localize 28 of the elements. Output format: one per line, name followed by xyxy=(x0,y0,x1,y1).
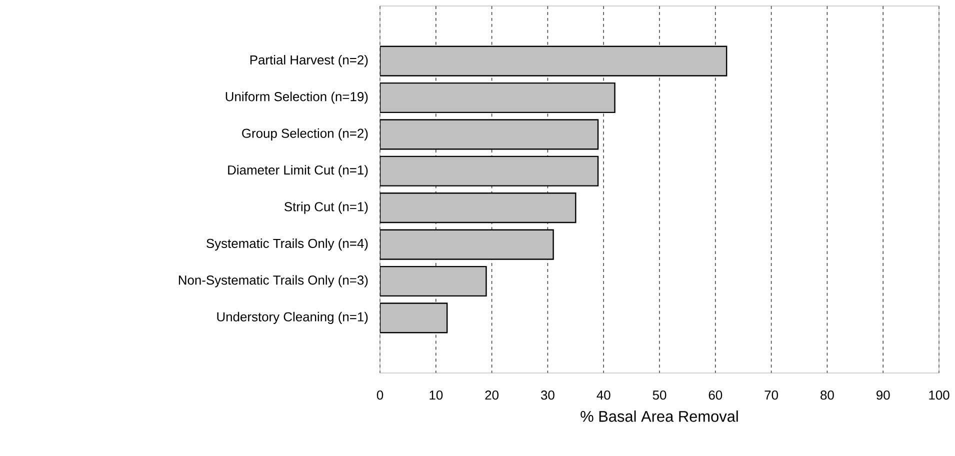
x-tick-label: 60 xyxy=(708,390,722,400)
y-tick-label: Non-Systematic Trails Only (n=3) xyxy=(178,275,368,288)
x-tick-label: 80 xyxy=(820,390,834,400)
x-axis-title: % Basal Area Removal xyxy=(580,410,738,422)
bar xyxy=(380,119,599,150)
y-tick-label: Systematic Trails Only (n=4) xyxy=(206,238,368,251)
bar xyxy=(380,302,448,334)
bar xyxy=(380,82,616,114)
bar xyxy=(380,266,487,297)
bar xyxy=(380,46,728,76)
y-tick-label: Uniform Selection (n=19) xyxy=(226,92,368,104)
bar xyxy=(380,156,599,186)
x-tick-label: 100 xyxy=(929,390,950,400)
x-tick-label: 10 xyxy=(430,390,443,400)
y-tick-label: Diameter Limit Cut (n=1) xyxy=(228,165,368,178)
x-tick-label: 90 xyxy=(876,390,890,400)
x-tick-label: 20 xyxy=(485,390,499,400)
x-tick-label: 40 xyxy=(596,390,610,400)
y-tick-label: Partial Harvest (n=2) xyxy=(250,55,368,68)
bar xyxy=(380,229,554,260)
y-tick-label: Understory Cleaning (n=1) xyxy=(217,312,368,324)
y-tick-label: Strip Cut (n=1) xyxy=(284,202,368,214)
x-tick-label: 70 xyxy=(764,390,778,400)
x-tick-label: 30 xyxy=(541,390,554,400)
x-tick-label: 0 xyxy=(376,390,384,400)
x-tick-label: 50 xyxy=(652,390,666,400)
bar xyxy=(380,192,576,224)
y-tick-label: Group Selection (n=2) xyxy=(242,128,368,140)
